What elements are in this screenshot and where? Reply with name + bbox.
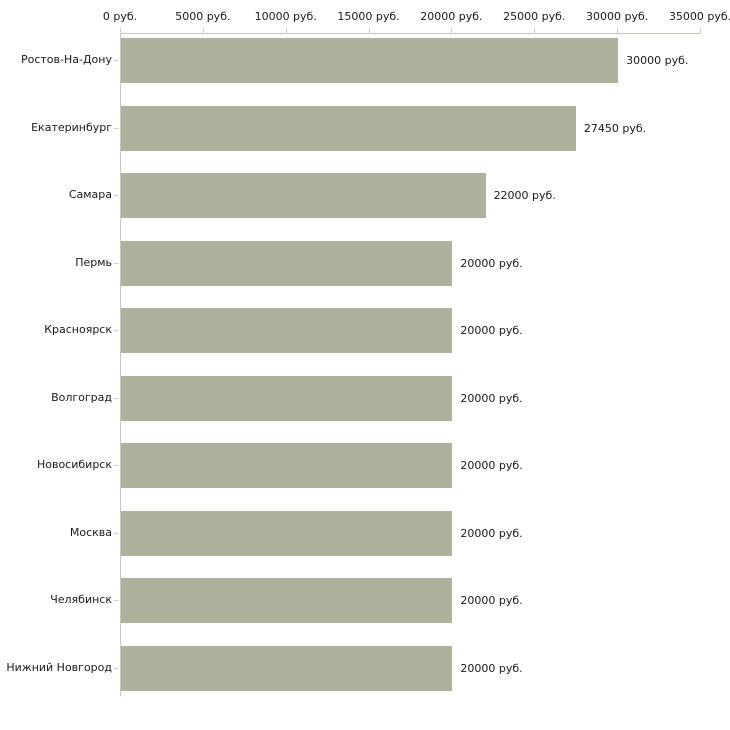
category-label: Самара	[68, 188, 112, 201]
bar-7	[121, 443, 453, 488]
x-axis-tick-mark	[617, 28, 619, 34]
category-tick-mark	[114, 195, 119, 196]
bar-2	[121, 105, 576, 151]
x-axis-tick-label: 0 руб.	[102, 10, 138, 23]
bar-8	[121, 510, 453, 556]
x-axis-tick-label: 5000 руб.	[175, 10, 231, 23]
category-tick-mark	[114, 600, 119, 601]
x-axis-tick-label: 10000 руб.	[254, 10, 317, 23]
category-tick-mark	[114, 465, 119, 466]
value-label: 20000 руб.	[460, 391, 523, 405]
x-axis-tick-label: 30000 руб.	[586, 10, 649, 23]
x-axis-tick-label: 35000 руб.	[668, 10, 730, 23]
value-label: 20000 руб.	[460, 324, 523, 337]
category-tick-mark	[114, 667, 119, 669]
bar-row: 20000 руб.	[121, 574, 700, 642]
x-axis-tick-mark	[534, 28, 536, 34]
value-label: 20000 руб.	[460, 459, 523, 472]
value-label: 27450 руб.	[583, 121, 647, 135]
bar-6	[121, 375, 453, 421]
category-tick-mark	[114, 127, 119, 129]
category-label: Волгоград	[51, 390, 112, 404]
category-label: Красноярск	[44, 323, 112, 336]
bar-row: 20000 руб.	[121, 304, 700, 372]
value-label: 20000 руб.	[460, 256, 523, 270]
bar-row: 27450 руб.	[121, 102, 700, 170]
category-label: Пермь	[75, 255, 112, 269]
bar-row: 20000 руб.	[121, 439, 700, 507]
bar-row: 20000 руб.	[121, 237, 700, 305]
x-axis-tick-mark	[120, 28, 121, 34]
value-label: 20000 руб.	[460, 594, 523, 607]
x-axis-tick-label: 25000 руб.	[503, 10, 566, 23]
category-label: Нижний Новгород	[6, 660, 112, 674]
x-axis-tick-mark	[451, 28, 453, 34]
category-label: Ростов-На-Дону	[20, 53, 112, 66]
category-tick-mark	[114, 262, 119, 264]
value-label: 22000 руб.	[493, 189, 556, 202]
bar-9	[121, 578, 453, 623]
bar-row: 20000 руб.	[121, 642, 700, 710]
bar-3	[121, 173, 486, 218]
plot-area: 30000 руб. 27450 руб. 22000 руб. 20000 руб.…	[120, 28, 701, 696]
value-label: 20000 руб.	[460, 661, 523, 675]
x-axis-tick-label: 15000 руб.	[337, 10, 400, 23]
bar-10	[121, 645, 453, 691]
category-label: Челябинск	[50, 593, 112, 606]
category-tick-mark	[114, 397, 119, 399]
x-axis-tick-label: 20000 руб.	[420, 10, 483, 23]
category-tick-mark	[114, 330, 119, 331]
bar-1	[121, 38, 619, 83]
bar-row: 30000 руб.	[121, 34, 700, 102]
x-axis-tick-mark	[202, 28, 204, 34]
value-label: 30000 руб.	[626, 54, 689, 67]
bar-row: 20000 руб.	[121, 507, 700, 575]
category-tick-mark	[114, 532, 119, 534]
bar-4	[121, 240, 453, 286]
category-label: Москва	[69, 525, 112, 539]
value-label: 20000 руб.	[460, 526, 523, 540]
category-tick-mark	[114, 60, 119, 61]
category-label: Новосибирск	[36, 458, 112, 471]
x-axis-tick-mark	[700, 28, 701, 34]
bar-row: 20000 руб.	[121, 372, 700, 440]
x-axis-tick-mark	[285, 28, 287, 34]
bar-5	[121, 308, 453, 353]
bar-row: 22000 руб.	[121, 169, 700, 237]
category-label: Екатеринбург	[31, 120, 112, 134]
x-axis-tick-mark	[368, 28, 370, 34]
